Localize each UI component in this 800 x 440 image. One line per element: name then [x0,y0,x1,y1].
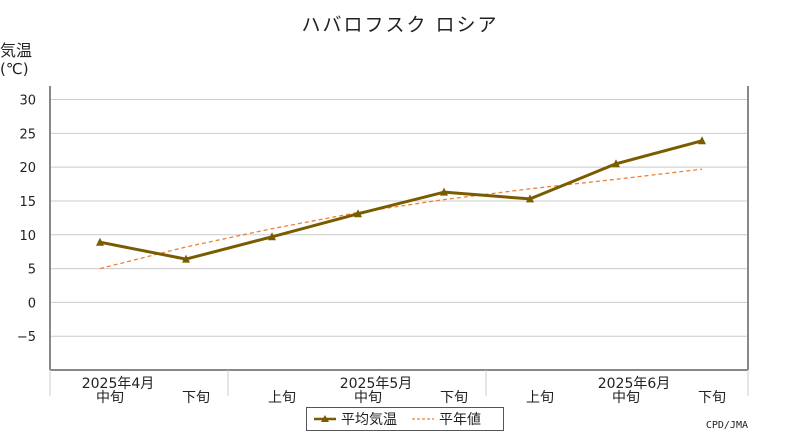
x-tick-label: 中旬 [96,390,124,406]
y-tick-label: 20 [19,161,36,176]
series-avg-point [698,136,706,145]
series-avg-point [96,237,104,246]
y-axis-label: 気温 (℃) [0,41,33,79]
x-tick-label: 上旬 [526,390,554,406]
legend-normal-swatch [412,418,434,420]
series-avg-point [440,187,448,196]
y-tick-label: 0 [28,296,36,311]
series-avg-point [268,232,276,241]
y-tick-label: 5 [28,263,36,278]
series-avg-point [354,209,362,218]
legend-item-normal: 平年値 [397,409,481,429]
series-avg-point [182,254,190,263]
series-avg-line [99,139,703,261]
legend: 平均気温 平年値 [306,407,504,431]
y-axis-unit: (℃) [0,60,29,78]
plot-area [50,86,748,370]
y-tick-label: 25 [19,127,36,142]
series-avg-point [526,194,534,203]
y-axis-label-text: 気温 [0,41,33,60]
y-tick-label: 10 [19,229,36,244]
series-avg-point [612,159,620,168]
x-tick-label: 下旬 [182,390,210,406]
x-tick-label: 中旬 [354,390,382,406]
y-tick-label: −5 [17,330,36,345]
legend-normal-label: 平年値 [439,412,481,428]
chart-title: ハバロフスク ロシア [301,14,499,36]
x-tick-label: 下旬 [440,390,468,406]
x-tick-label: 下旬 [698,390,726,406]
source-credit: CPD/JMA [705,420,748,431]
month-label: 2025年4月 [82,376,155,392]
x-tick-label: 上旬 [268,390,296,406]
month-label: 2025年5月 [340,376,413,392]
legend-avg-swatch [314,415,336,422]
legend-item-avg: 平均気温 [307,409,397,429]
legend-avg-label: 平均気温 [341,412,397,428]
month-label: 2025年6月 [598,376,671,392]
x-tick-label: 中旬 [612,390,640,406]
y-tick-label: 30 [19,94,36,109]
y-tick-label: 15 [19,195,36,210]
